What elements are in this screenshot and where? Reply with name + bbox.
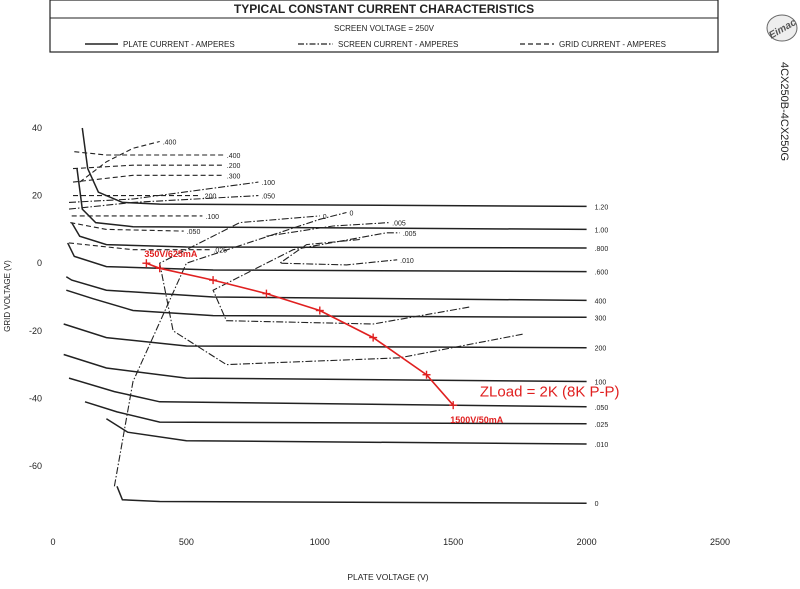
y-tick-label: -20	[29, 326, 42, 336]
plate-current-label: 1.00	[595, 227, 609, 234]
y-tick-label: -40	[29, 393, 42, 403]
screen-current-curve	[159, 215, 523, 366]
screen-current-curve	[266, 222, 390, 237]
screen-current-label: .005	[403, 231, 417, 238]
screen-current-curve	[68, 195, 259, 210]
x-axis-label: PLATE VOLTAGE (V)	[347, 572, 428, 582]
screen-current-layer: .100 .050 0 .005 .010 .005 0	[68, 180, 523, 487]
screen-current-label: .010	[400, 258, 414, 265]
plate-current-label: 400	[595, 298, 607, 305]
legend: PLATE CURRENT - AMPERES SCREEN CURRENT -…	[85, 40, 666, 49]
plate-current-curve	[71, 222, 587, 249]
x-tick-label: 1500	[443, 537, 463, 547]
plate-current-label: 1.20	[595, 204, 609, 211]
screen-current-label: .100	[261, 180, 275, 187]
plate-current-curve	[66, 289, 587, 319]
plate-current-label: 100	[595, 380, 607, 387]
screen-current-curve	[212, 232, 470, 325]
grid-current-curve	[74, 151, 224, 156]
plate-current-curve	[65, 276, 587, 302]
grid-current-label: .200	[227, 163, 241, 170]
plate-current-curve	[68, 377, 587, 408]
grid-current-curve	[70, 222, 184, 232]
x-tick-label: 0	[50, 537, 55, 547]
chart-title: TYPICAL CONSTANT CURRENT CHARACTERISTICS	[234, 2, 534, 16]
chart-subtitle: SCREEN VOLTAGE = 250V	[334, 24, 435, 33]
plate-current-curve	[63, 353, 587, 383]
plate-current-label: 200	[595, 346, 607, 353]
y-axis-label: GRID VOLTAGE (V)	[3, 260, 12, 332]
side-part-label: 4CX250B-4CX250G	[778, 62, 790, 161]
plate-current-label: .600	[595, 270, 609, 277]
plate-current-label: .010	[595, 442, 609, 449]
y-tick-label: 40	[32, 123, 42, 133]
load-line-start-label: 350V/625mA	[144, 249, 198, 259]
grid-current-label: .400	[227, 153, 241, 160]
x-tick-label: 500	[179, 537, 194, 547]
legend-label-screen: SCREEN CURRENT - AMPERES	[338, 40, 458, 49]
plate-current-label: .050	[595, 405, 609, 412]
grid-current-label: .300	[227, 173, 241, 180]
load-line-end-label: 1500V/50mA	[450, 415, 504, 425]
plate-current-curve	[105, 418, 587, 445]
load-line-layer: 350V/625mA 1500V/50mA ZLoad = 2K (8K P-P)	[142, 249, 620, 425]
grid-current-curve	[68, 242, 211, 251]
screen-current-label: .005	[392, 221, 406, 228]
plate-current-label: 0	[595, 501, 599, 508]
load-line-label: ZLoad = 2K (8K P-P)	[480, 384, 620, 401]
grid-current-label: .050	[187, 229, 201, 236]
grid-current-label: .400	[163, 140, 177, 147]
x-tick-label: 1000	[310, 537, 330, 547]
legend-label-plate: PLATE CURRENT - AMPERES	[123, 40, 235, 49]
x-tick-label: 2000	[577, 537, 597, 547]
plate-current-curve	[76, 168, 587, 231]
screen-current-curve	[278, 238, 398, 266]
plate-current-curve	[67, 242, 587, 273]
screen-current-label: .050	[261, 194, 275, 201]
grid-current-curve	[72, 164, 224, 170]
header-box	[49, 0, 719, 53]
grid-current-label: .100	[205, 214, 219, 221]
eimac-logo: Eimac	[766, 14, 799, 42]
plate-current-label: 300	[595, 315, 607, 322]
screen-current-curve	[68, 181, 259, 203]
x-tick-label: 2500	[710, 537, 730, 547]
plate-current-curve	[81, 127, 587, 208]
plate-current-curve	[63, 323, 587, 349]
plate-current-layer: 1.20 1.00 .800 .600 400 300 200 100 .050 .025 .010…	[63, 127, 609, 508]
grid-current-curve	[72, 174, 224, 183]
plate-current-label: .025	[595, 422, 609, 429]
load-line	[146, 262, 454, 406]
grid-current-label: .200	[203, 194, 217, 201]
grid-current-layer: .400 .400 .200 .300 .200 .100 .050 .025	[68, 140, 241, 255]
y-tick-label: -60	[29, 461, 42, 471]
plate-current-curve	[84, 401, 587, 425]
grid-current-curve	[79, 140, 160, 183]
grid-current-label: .025	[213, 248, 227, 255]
y-tick-label: 0	[37, 258, 42, 268]
y-tick-label: 20	[32, 191, 42, 201]
plate-current-curve	[116, 486, 587, 504]
legend-label-grid: GRID CURRENT - AMPERES	[559, 40, 666, 49]
screen-current-label: 0	[323, 214, 327, 221]
screen-current-label: 0	[349, 211, 353, 218]
plate-current-label: .800	[595, 246, 609, 253]
